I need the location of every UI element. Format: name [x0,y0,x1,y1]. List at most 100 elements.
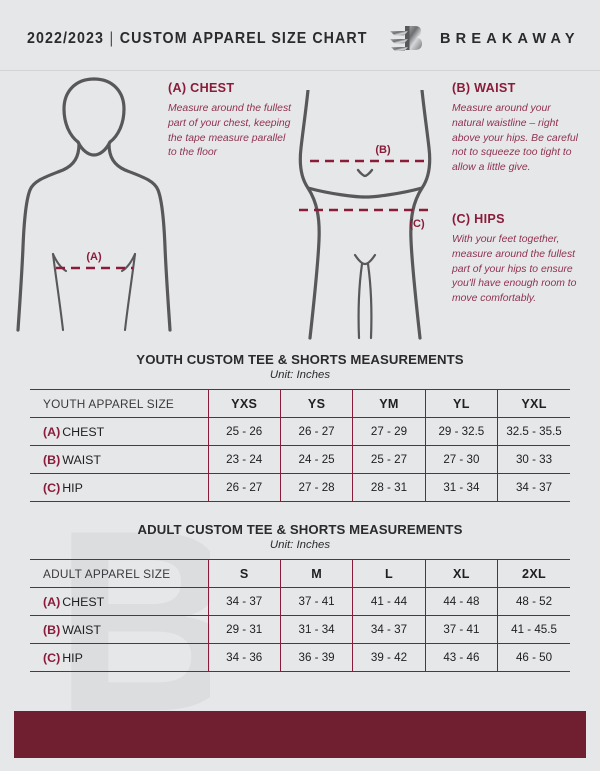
callout-chest-heading: (A) CHEST [168,81,235,95]
footer-accent-bar [14,711,586,758]
adult-row-label-2: (C) HIP [30,643,209,672]
youth-cell-2-0: 26 - 27 [208,473,281,502]
adult-cell-0-1: 37 - 41 [280,587,354,616]
callout-chest: (A) CHEST Measure around the fullest par… [168,81,293,161]
header-separator: | [109,30,115,47]
youth-row-tag-1: (B) [43,452,61,467]
callout-waist-heading: (B) WAIST [452,81,516,95]
youth-cell-1-1: 24 - 25 [280,445,354,474]
adult-cell-2-3: 43 - 46 [425,643,499,672]
adult-measurements-section: ADULT CUSTOM TEE & SHORTS MEASUREMENTS U… [0,522,600,672]
callout-waist-body: Measure around your natural waistline – … [452,103,578,174]
youth-size-header-1: YS [280,389,354,418]
youth-cell-2-1: 27 - 28 [280,473,354,502]
adult-row-label-0: (A) CHEST [30,587,209,616]
header-divider [0,70,600,71]
adult-size-header-4: 2XL [497,559,570,588]
callout-waist: (B) WAIST Measure around your natural wa… [452,81,580,176]
measurement-diagrams: (A) (B) (C) (A) CHEST Measure around th [0,72,600,347]
youth-cell-0-1: 26 - 27 [280,417,354,446]
youth-cell-0-3: 29 - 32.5 [425,417,499,446]
youth-measurements-section: YOUTH CUSTOM TEE & SHORTS MEASUREMENTS U… [0,352,600,502]
callout-chest-body: Measure around the fullest part of your … [168,103,292,159]
adult-row-tag-0: (A) [43,594,61,609]
adult-row-name-0: CHEST [62,594,105,609]
youth-cell-1-3: 27 - 30 [425,445,499,474]
adult-size-header-2: L [352,559,426,588]
youth-header-label: YOUTH APPAREL SIZE [30,389,209,418]
youth-cell-1-2: 25 - 27 [352,445,426,474]
table-row: (C) HIP 34 - 36 36 - 39 39 - 42 43 - 46 4… [30,643,570,672]
page-title: 2022/2023 | CUSTOM APPAREL SIZE CHART [27,30,368,48]
table-row: (A) CHEST 25 - 26 26 - 27 27 - 29 29 - 32… [30,417,570,446]
youth-row-name-0: CHEST [62,424,105,439]
page-header: 2022/2023 | CUSTOM APPAREL SIZE CHART [0,0,600,71]
adult-cell-1-3: 37 - 41 [425,615,499,644]
adult-header-label: ADULT APPAREL SIZE [30,559,209,588]
adult-cell-2-4: 46 - 50 [497,643,570,672]
adult-size-header-0: S [208,559,281,588]
svg-text:(B): (B) [375,144,391,156]
callout-hips-body: With your feet together, measure around … [452,234,577,305]
youth-cell-0-0: 25 - 26 [208,417,281,446]
adult-row-name-1: WAIST [62,622,101,637]
lower-body-figure: (B) (C) [298,90,433,340]
adult-cell-0-4: 48 - 52 [497,587,570,616]
adult-size-header-3: XL [425,559,499,588]
youth-size-table: YOUTH APPAREL SIZE YXS YS YM YL YXL (A) C… [30,389,570,502]
youth-row-name-2: HIP [62,480,83,495]
youth-row-tag-0: (A) [43,424,61,439]
youth-row-name-1: WAIST [62,452,101,467]
adult-size-table: ADULT APPAREL SIZE S M L XL 2XL (A) CHEST… [30,559,570,672]
youth-size-header-0: YXS [208,389,281,418]
youth-cell-1-0: 23 - 24 [208,445,281,474]
adult-cell-0-3: 44 - 48 [425,587,499,616]
adult-cell-2-1: 36 - 39 [280,643,354,672]
youth-row-label-1: (B) WAIST [30,445,209,474]
youth-table-title: YOUTH CUSTOM TEE & SHORTS MEASUREMENTS [136,352,464,367]
youth-cell-0-2: 27 - 29 [352,417,426,446]
adult-table-unit: Unit: Inches [269,539,331,551]
youth-cell-2-2: 28 - 31 [352,473,426,502]
youth-cell-0-4: 32.5 - 35.5 [497,417,570,446]
adult-table-title: ADULT CUSTOM TEE & SHORTS MEASUREMENTS [137,522,463,537]
adult-row-tag-1: (B) [43,622,61,637]
adult-cell-1-4: 41 - 45.5 [497,615,570,644]
youth-cell-1-4: 30 - 33 [497,445,570,474]
callout-hips: (C) HIPS With your feet together, measur… [452,212,584,307]
youth-row-label-0: (A) CHEST [30,417,209,446]
adult-row-label-1: (B) WAIST [30,615,209,644]
adult-size-header-1: M [280,559,354,588]
svg-text:(A): (A) [86,251,102,263]
adult-cell-2-2: 39 - 42 [352,643,426,672]
table-header-row: YOUTH APPAREL SIZE YXS YS YM YL YXL [30,389,570,418]
upper-body-figure: (A) [16,77,172,332]
brand-name: BREAKAWAY [440,31,580,47]
adult-cell-0-0: 34 - 37 [208,587,281,616]
adult-cell-1-0: 29 - 31 [208,615,281,644]
header-title-text: CUSTOM APPAREL SIZE CHART [119,30,368,47]
youth-size-header-2: YM [352,389,426,418]
adult-cell-0-2: 41 - 44 [352,587,426,616]
table-row: (B) WAIST 23 - 24 24 - 25 25 - 27 27 - 30… [30,445,570,474]
table-header-row: ADULT APPAREL SIZE S M L XL 2XL [30,559,570,588]
adult-row-tag-2: (C) [43,650,61,665]
table-row: (C) HIP 26 - 27 27 - 28 28 - 31 31 - 34 3… [30,473,570,502]
brand-lockup: BREAKAWAY [388,24,580,54]
youth-cell-2-4: 34 - 37 [497,473,570,502]
adult-cell-1-2: 34 - 37 [352,615,426,644]
header-season: 2022/2023 [27,30,104,47]
callout-hips-heading: (C) HIPS [452,212,505,226]
svg-text:(C): (C) [409,218,425,230]
youth-size-header-3: YL [425,389,499,418]
adult-cell-1-1: 31 - 34 [280,615,354,644]
table-row: (A) CHEST 34 - 37 37 - 41 41 - 44 44 - 48… [30,587,570,616]
youth-row-label-2: (C) HIP [30,473,209,502]
table-row: (B) WAIST 29 - 31 31 - 34 34 - 37 37 - 41… [30,615,570,644]
youth-table-unit: Unit: Inches [269,369,331,381]
breakaway-b-logo-icon [390,26,422,51]
adult-row-name-2: HIP [62,650,83,665]
youth-row-tag-2: (C) [43,480,61,495]
youth-cell-2-3: 31 - 34 [425,473,499,502]
